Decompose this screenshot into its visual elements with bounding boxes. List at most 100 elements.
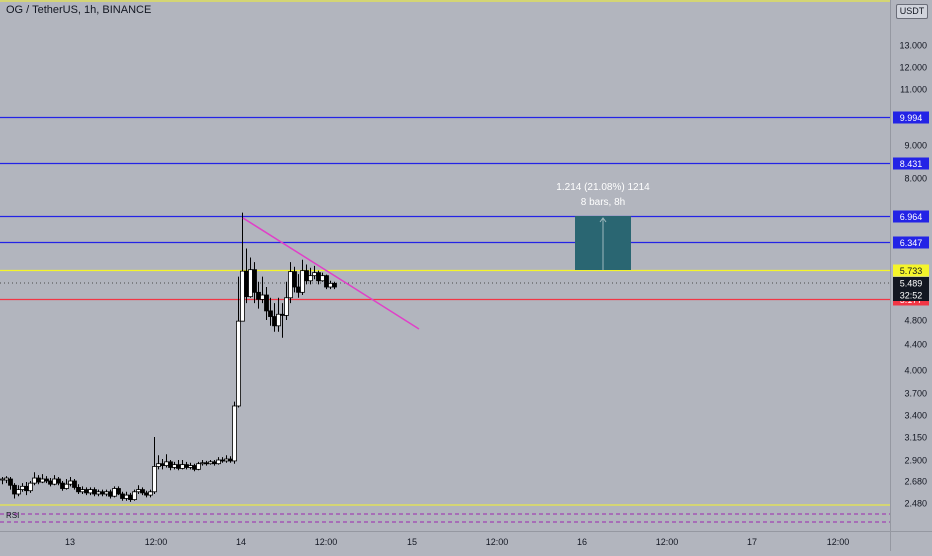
candle-body-12 [48,480,53,485]
candle-body-3 [12,484,17,495]
time-scale-svg: 13 12:00 14 12:00 15 12:00 16 12:00 17 12:00 [65,537,849,547]
candle-body-65 [260,294,265,300]
candlestick-series[interactable] [0,212,337,502]
level-tag-2 [893,210,929,223]
price-range-measure[interactable]: 1.214 (21.08%) 1214 8 bars, 8h [556,182,650,270]
candle-body-53 [212,461,217,465]
trendline-drawing[interactable] [242,217,420,330]
candle-body-25 [100,491,105,495]
candle-body-10 [40,478,45,483]
candle-body-75 [300,270,305,293]
bar-countdown: 32:52 [900,291,923,301]
price-tick-11: 2.900 [904,456,927,466]
price-tick-7: 4.000 [904,366,927,376]
price-tick-10: 3.150 [904,433,927,443]
candle-body-55 [220,459,225,462]
time-tick-6: 16 [577,537,587,547]
candle-body-15 [60,482,65,489]
candle-body-80 [320,275,325,282]
price-tick-13: 2.480 [904,499,927,509]
candle-body-11 [44,478,49,482]
price-tick-8: 3.700 [904,389,927,399]
time-tick-1: 12:00 [145,537,168,547]
level-tag-0 [893,111,929,124]
candle-body-66 [264,294,269,312]
level-tag-label-4: 5.733 [900,266,923,276]
candle-body-38 [152,466,157,493]
candle-body-81 [324,275,329,288]
price-tick-9: 3.400 [904,411,927,421]
time-tick-8: 17 [747,537,757,547]
candle-body-23 [92,489,97,495]
measure-label-change: 1.214 (21.08%) 1214 [556,182,650,193]
candle-body-52 [208,461,213,465]
candle-body-18 [72,480,77,488]
price-tick-4: 8.000 [904,174,927,184]
candle-body-58 [232,405,237,462]
level-tag-label-0: 9.994 [900,113,923,123]
candle-body-76 [304,270,309,282]
candle-body-32 [128,494,133,500]
level-tag-label-3: 6.347 [900,238,923,248]
time-tick-4: 15 [407,537,417,547]
candle-body-22 [88,489,93,494]
candle-body-5 [20,485,25,490]
candle-body-70 [280,313,285,316]
level-tag-4 [893,264,929,277]
candle-body-27 [108,491,113,497]
candle-body-59 [236,320,241,407]
candle-body-40 [160,463,165,466]
candle-body-20 [80,489,85,493]
price-chart[interactable]: 1.214 (21.08%) 1214 8 bars, 8h [0,0,890,531]
price-tick-6: 4.400 [904,340,927,350]
candle-body-43 [172,464,177,468]
candle-body-41 [164,461,169,466]
candle-body-8 [32,477,37,484]
candle-body-42 [168,461,173,468]
candle-body-67 [268,310,273,317]
candle-body-63 [252,269,257,293]
measure-label-bars: 8 bars, 8h [581,197,625,208]
price-scale[interactable]: 9.9948.4316.9646.3475.7335.17713.00012.0… [890,0,932,531]
candle-body-26 [104,491,109,495]
candle-body-4 [16,489,21,495]
symbol-title: OG / TetherUS, 1h, BINANCE [6,4,152,16]
scale-corner [890,531,932,551]
candle-body-39 [156,463,161,467]
candle-body-83 [332,282,337,288]
candle-body-79 [316,272,321,282]
candle-body-47 [188,465,193,468]
price-tick-5: 4.800 [904,316,927,326]
last-price-value: 5.489 [900,279,923,289]
candle-body-44 [176,464,181,469]
candle-body-68 [272,316,277,327]
candle-body-60 [240,270,245,322]
candle-body-2 [8,478,13,486]
price-tick-1: 12.000 [899,63,927,73]
candle-body-33 [132,491,137,500]
chart-pane[interactable]: 1.214 (21.08%) 1214 8 bars, 8h [0,0,890,531]
currency-button[interactable]: USDT [896,4,928,19]
level-tag-1 [893,157,929,170]
candle-body-9 [36,477,41,483]
candle-body-31 [124,494,129,499]
candle-body-45 [180,464,185,469]
candle-body-74 [296,286,301,293]
level-tag-label-2: 6.964 [900,212,923,222]
price-tick-0: 13.000 [899,41,927,51]
candle-body-35 [140,489,145,494]
candle-body-46 [184,464,189,468]
measure-arrow-head [599,217,607,223]
candle-body-28 [112,488,117,497]
candle-body-77 [308,275,313,282]
horizontal-levels[interactable] [0,116,890,301]
candle-body-73 [292,271,297,288]
time-tick-3: 12:00 [315,537,338,547]
price-tick-2: 11.000 [900,85,927,95]
candle-body-24 [96,491,101,495]
time-scale[interactable]: 13 12:00 14 12:00 15 12:00 16 12:00 17 12:00 [0,531,890,551]
candle-body-64 [256,291,261,300]
candle-body-72 [288,271,293,299]
candle-body-51 [204,462,209,465]
candle-body-21 [84,489,89,494]
